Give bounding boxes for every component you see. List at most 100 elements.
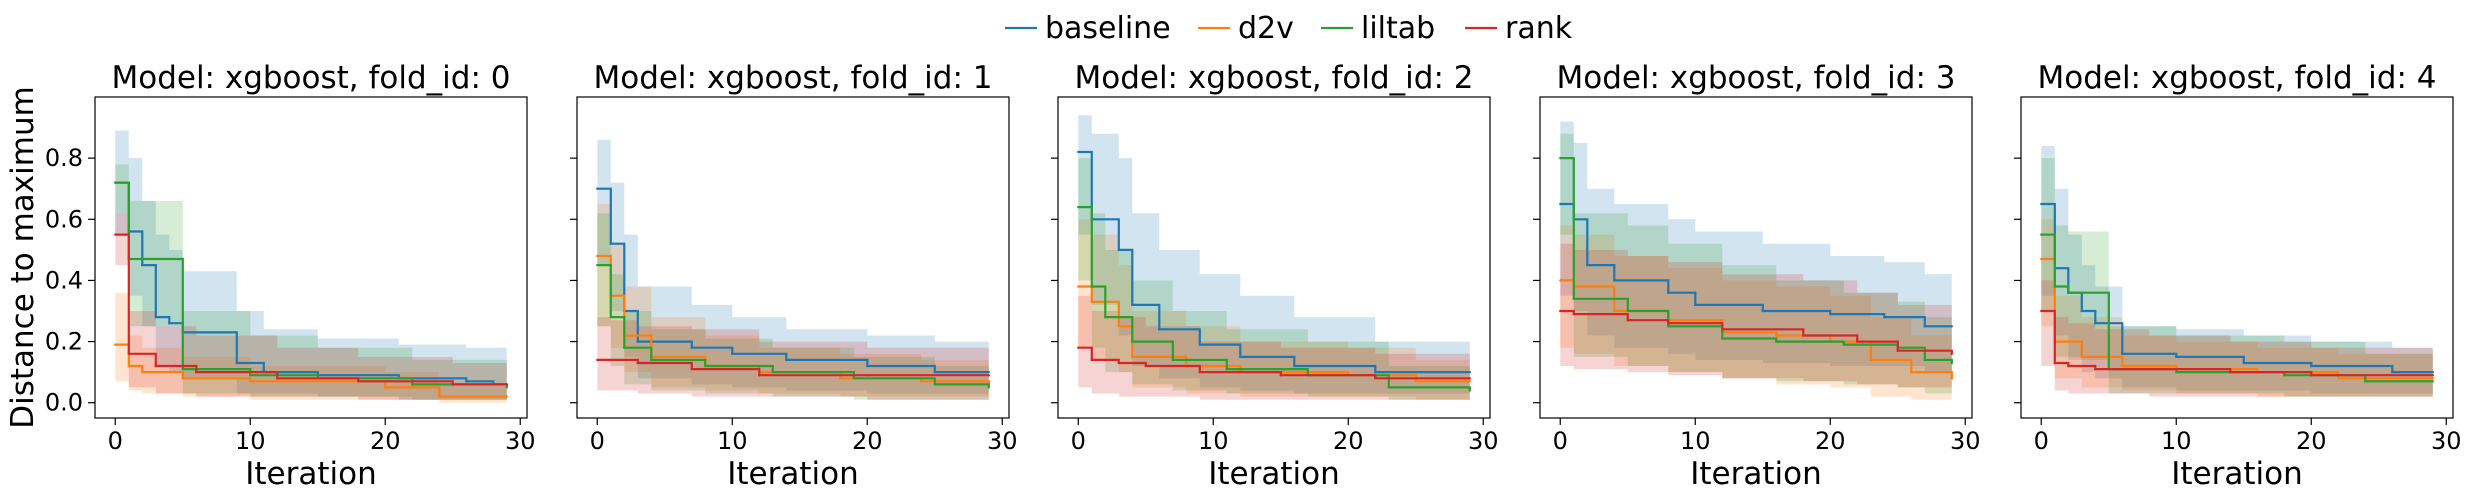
point-liltab-5 bbox=[771, 370, 774, 374]
panel-4: Model: xgboost, fold_id: 4 0 10 20 30 Iterati… bbox=[2014, 60, 2462, 492]
plot-area bbox=[596, 139, 990, 400]
point-liltab-8 bbox=[1468, 389, 1472, 392]
x-tick-label: 0 bbox=[1071, 427, 1086, 455]
legend-entry-d2v: d2v bbox=[1198, 11, 1294, 46]
band-d2v bbox=[1560, 225, 1952, 400]
band-baseline bbox=[597, 139, 989, 394]
band-liltab bbox=[597, 213, 989, 400]
point-rank-7 bbox=[1468, 377, 1472, 380]
point-d2v-0 bbox=[114, 343, 117, 346]
point-rank-6 bbox=[2310, 374, 2313, 377]
point-baseline-9 bbox=[1923, 325, 1927, 328]
point-baseline-4 bbox=[1158, 328, 1161, 331]
series-line-d2v bbox=[115, 343, 507, 398]
band-rank bbox=[1078, 295, 1470, 400]
legend-entry-rank: rank bbox=[1465, 11, 1573, 46]
legend-entry-baseline: baseline bbox=[1005, 11, 1171, 46]
point-d2v-7 bbox=[505, 395, 508, 398]
point-rank-4 bbox=[276, 377, 279, 380]
x-tick-label: 30 bbox=[1468, 427, 1499, 455]
point-rank-2 bbox=[154, 364, 157, 368]
point-baseline-9 bbox=[1468, 370, 1472, 374]
point-liltab-0 bbox=[596, 263, 599, 267]
x-tick-label: 10 bbox=[2161, 427, 2192, 455]
point-baseline-0 bbox=[1559, 202, 1562, 206]
point-baseline-0 bbox=[2040, 202, 2043, 206]
x-tick-label: 20 bbox=[1333, 427, 1364, 455]
point-d2v-2 bbox=[1613, 309, 1616, 313]
band-d2v bbox=[1078, 219, 1470, 400]
point-liltab-4 bbox=[704, 364, 707, 368]
x-tick-label: 0 bbox=[108, 427, 123, 455]
legend-label-baseline: baseline bbox=[1045, 11, 1171, 46]
axes-frame bbox=[2020, 96, 2454, 419]
point-rank-5 bbox=[1802, 334, 1805, 337]
point-baseline-2 bbox=[141, 263, 144, 267]
band-rank bbox=[115, 213, 507, 400]
point-baseline-5 bbox=[2121, 352, 2124, 355]
point-liltab-6 bbox=[1842, 343, 1846, 346]
x-tick-label: 30 bbox=[987, 427, 1018, 455]
point-d2v-0 bbox=[1559, 279, 1562, 282]
x-tick-label: 20 bbox=[2296, 427, 2327, 455]
y-axis-label: Distance to maximum bbox=[5, 86, 41, 429]
point-rank-0 bbox=[596, 358, 599, 362]
point-rank-0 bbox=[1559, 309, 1562, 313]
panel-1: Model: xgboost, fold_id: 1 0 10 20 30 Iterati… bbox=[570, 60, 1018, 492]
point-d2v-6 bbox=[2337, 377, 2340, 380]
point-baseline-5 bbox=[1198, 343, 1202, 346]
x-axis-label: Iteration bbox=[727, 456, 859, 492]
series-line-baseline bbox=[597, 187, 989, 374]
point-baseline-7 bbox=[866, 364, 869, 368]
point-d2v-6 bbox=[438, 395, 441, 398]
point-liltab-0 bbox=[2040, 233, 2043, 236]
plot-area bbox=[1077, 115, 1472, 400]
point-liltab-6 bbox=[505, 386, 508, 389]
point-d2v-3 bbox=[181, 377, 184, 380]
point-baseline-5 bbox=[1694, 303, 1697, 307]
point-baseline-10 bbox=[2431, 370, 2434, 374]
x-tick-label: 30 bbox=[505, 427, 536, 455]
axes-frame bbox=[1057, 96, 1491, 419]
point-d2v-7 bbox=[920, 380, 923, 383]
point-baseline-9 bbox=[2391, 370, 2394, 374]
panel-title: Model: xgboost, fold_id: 4 bbox=[2037, 60, 2436, 96]
y-tick-label: 0.0 bbox=[45, 389, 83, 417]
axes-frame bbox=[94, 96, 528, 419]
point-baseline-3 bbox=[1131, 303, 1134, 307]
point-d2v-0 bbox=[1077, 285, 1080, 288]
x-tick-label: 20 bbox=[852, 427, 883, 455]
point-baseline-0 bbox=[596, 187, 599, 190]
point-baseline-10 bbox=[1950, 325, 1954, 328]
point-baseline-8 bbox=[1883, 315, 1886, 319]
point-baseline-8 bbox=[933, 370, 936, 374]
point-d2v-7 bbox=[2431, 377, 2434, 380]
point-liltab-2 bbox=[181, 367, 184, 371]
point-baseline-8 bbox=[1374, 370, 1377, 374]
point-rank-0 bbox=[2040, 309, 2043, 313]
x-tick-label: 10 bbox=[717, 427, 748, 455]
panel-title: Model: xgboost, fold_id: 3 bbox=[1556, 60, 1955, 96]
point-d2v-7 bbox=[1414, 380, 1418, 383]
panel-title: Model: xgboost, fold_id: 0 bbox=[111, 60, 510, 96]
point-baseline-3 bbox=[636, 340, 639, 343]
band-d2v bbox=[2041, 219, 2433, 397]
point-liltab-3 bbox=[249, 374, 252, 377]
x-axis-label: Iteration bbox=[245, 456, 377, 492]
point-d2v-2 bbox=[2080, 355, 2083, 359]
point-liltab-1 bbox=[609, 315, 612, 319]
point-rank-1 bbox=[1090, 358, 1094, 362]
point-liltab-4 bbox=[2175, 370, 2178, 374]
series-line-liltab bbox=[1560, 157, 1953, 363]
x-tick-label: 10 bbox=[1198, 427, 1229, 455]
point-d2v-5 bbox=[384, 386, 387, 389]
x-tick-label: 20 bbox=[370, 427, 401, 455]
point-d2v-3 bbox=[2121, 364, 2124, 368]
point-liltab-0 bbox=[114, 181, 117, 184]
band-baseline bbox=[2041, 145, 2433, 394]
band-d2v bbox=[115, 292, 507, 403]
point-baseline-6 bbox=[1761, 309, 1765, 313]
point-rank-1 bbox=[1572, 312, 1576, 316]
point-d2v-9 bbox=[1950, 377, 1954, 380]
